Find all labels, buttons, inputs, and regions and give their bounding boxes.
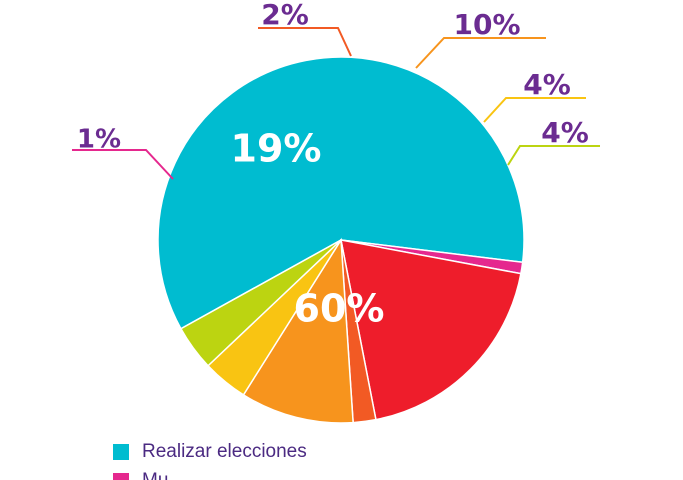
leader-line	[483, 97, 586, 123]
leader-line	[258, 27, 352, 57]
pie-slice	[179, 239, 342, 367]
leader-line	[72, 149, 174, 180]
slice-percent-label: 4%	[541, 116, 589, 149]
pie-slice	[340, 239, 522, 421]
slice-percent-label: 4%	[523, 68, 571, 101]
legend-swatch	[113, 473, 129, 480]
leader-line	[415, 37, 546, 69]
pie-slice	[242, 237, 354, 424]
slice-percent-label: 2%	[261, 0, 309, 31]
slice-percent-label: 10%	[453, 8, 520, 41]
slice-percent-label: 60%	[294, 287, 385, 331]
legend-label: Realizar elecciones	[142, 441, 307, 462]
legend-swatch	[113, 444, 129, 460]
legend-label: Mu	[142, 470, 168, 480]
slice-percent-label: 1%	[77, 125, 121, 155]
slice-percent-label: 19%	[231, 127, 322, 171]
leader-line	[507, 145, 600, 166]
